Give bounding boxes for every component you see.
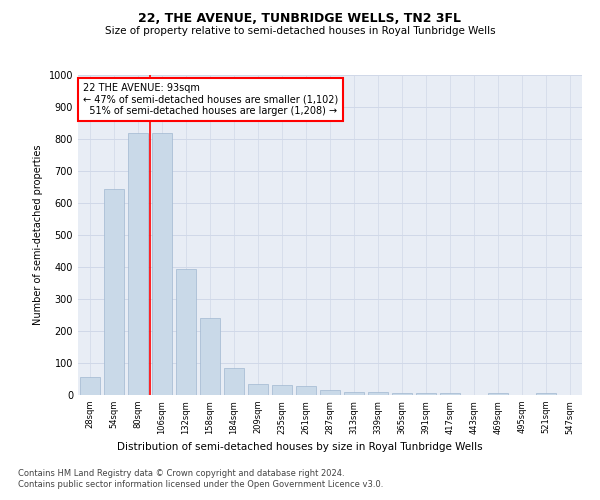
Y-axis label: Number of semi-detached properties: Number of semi-detached properties — [33, 145, 43, 325]
Bar — [200, 318, 220, 395]
Bar — [296, 386, 316, 395]
Bar — [536, 393, 556, 395]
Bar — [80, 378, 100, 395]
Text: 22 THE AVENUE: 93sqm
← 47% of semi-detached houses are smaller (1,102)
  51% of : 22 THE AVENUE: 93sqm ← 47% of semi-detac… — [83, 83, 338, 116]
Bar — [152, 132, 172, 395]
Bar — [344, 392, 364, 395]
Bar — [104, 188, 124, 395]
Bar — [368, 392, 388, 395]
Text: Size of property relative to semi-detached houses in Royal Tunbridge Wells: Size of property relative to semi-detach… — [104, 26, 496, 36]
Bar — [176, 268, 196, 395]
Bar — [224, 368, 244, 395]
Bar — [392, 393, 412, 395]
Bar — [440, 393, 460, 395]
Bar — [272, 385, 292, 395]
Bar — [416, 393, 436, 395]
Text: 22, THE AVENUE, TUNBRIDGE WELLS, TN2 3FL: 22, THE AVENUE, TUNBRIDGE WELLS, TN2 3FL — [139, 12, 461, 26]
Bar — [128, 132, 148, 395]
Text: Contains HM Land Registry data © Crown copyright and database right 2024.: Contains HM Land Registry data © Crown c… — [18, 469, 344, 478]
Bar — [320, 390, 340, 395]
Bar — [248, 384, 268, 395]
Bar — [488, 393, 508, 395]
Text: Contains public sector information licensed under the Open Government Licence v3: Contains public sector information licen… — [18, 480, 383, 489]
Text: Distribution of semi-detached houses by size in Royal Tunbridge Wells: Distribution of semi-detached houses by … — [117, 442, 483, 452]
